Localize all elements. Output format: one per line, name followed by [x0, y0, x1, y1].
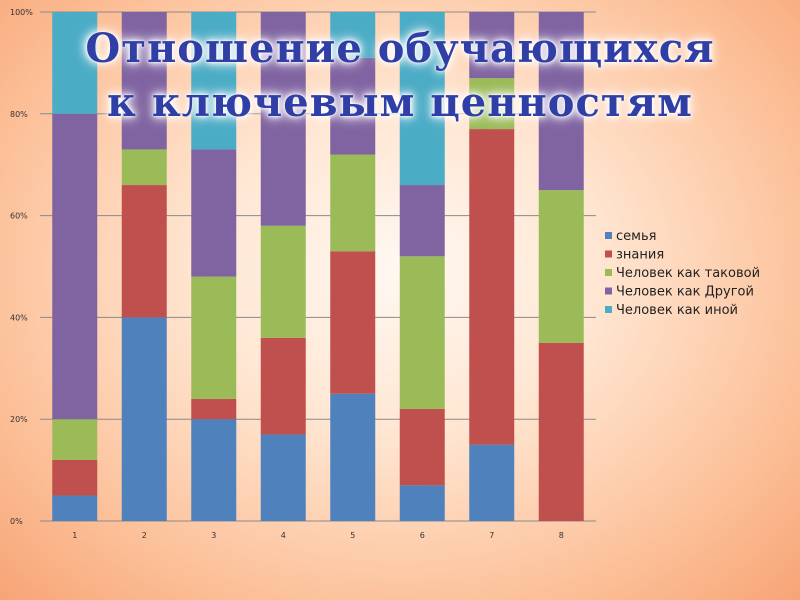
bar-segment [52, 113, 98, 420]
bar-segment [330, 12, 376, 58]
bar-segment [469, 12, 515, 79]
bar-segment [191, 419, 237, 521]
bar-segment [121, 185, 167, 318]
bar-segment [191, 12, 237, 150]
legend-swatch [605, 269, 612, 276]
y-tick-label: 80% [10, 110, 28, 119]
legend: семья знания Человек как таковой Человек ка… [605, 229, 760, 318]
bar-segment [399, 185, 445, 257]
y-tick-label: 20% [10, 415, 28, 424]
legend-swatch [605, 287, 612, 295]
bar-segment [260, 337, 306, 435]
bar-segment [469, 129, 515, 445]
bar-segment [469, 78, 515, 130]
legend-entry: Человек как иной [616, 303, 738, 318]
bar-segment [260, 225, 306, 338]
bar-segment [330, 393, 376, 521]
x-tick-label: 6 [420, 531, 425, 540]
bar-segment [538, 342, 584, 521]
bar-segment [399, 12, 445, 186]
bar-segment [52, 495, 98, 521]
bar-segment [121, 317, 167, 521]
legend-swatch [605, 250, 612, 258]
legend-entry: знания [616, 248, 664, 263]
bar-segment [538, 190, 584, 343]
bar-segment [330, 154, 376, 252]
x-tick-label: 1 [72, 531, 77, 540]
bar-segment [399, 409, 445, 486]
y-tick-label: 40% [10, 313, 28, 322]
bar-segment [52, 419, 98, 460]
legend-entry: Человек как Другой [616, 285, 754, 300]
bars [52, 12, 584, 521]
bar-segment [330, 251, 376, 394]
bar-segment [121, 12, 167, 150]
bar-segment [538, 12, 584, 191]
y-tick-label: 0% [10, 517, 23, 526]
x-tick-label: 3 [211, 531, 216, 540]
bar-segment [260, 12, 306, 226]
bar-segment [469, 444, 515, 521]
axis-labels: 0% 20% 40% 60% 80% 100% 1 2 3 4 5 6 7 8 [10, 8, 564, 540]
bar-segment [260, 434, 306, 521]
bar-segment [330, 57, 376, 155]
bar-segment [191, 398, 237, 420]
legend-entry: семья [616, 229, 656, 244]
x-tick-label: 5 [350, 531, 355, 540]
y-tick-label: 60% [10, 212, 28, 221]
bar-segment [121, 149, 167, 186]
x-tick-label: 7 [489, 531, 494, 540]
bar-segment [52, 459, 98, 496]
x-tick-label: 4 [281, 531, 286, 540]
x-tick-label: 2 [142, 531, 147, 540]
y-tick-label: 100% [10, 8, 33, 17]
legend-swatch [605, 306, 612, 313]
legend-entry: Человек как таковой [616, 266, 760, 281]
legend-swatch [605, 232, 612, 239]
bar-segment [191, 149, 237, 277]
bar-segment [399, 256, 445, 410]
x-tick-label: 8 [559, 531, 564, 540]
bar-segment [191, 276, 237, 399]
bar-segment [52, 12, 98, 114]
bar-segment [399, 485, 445, 521]
